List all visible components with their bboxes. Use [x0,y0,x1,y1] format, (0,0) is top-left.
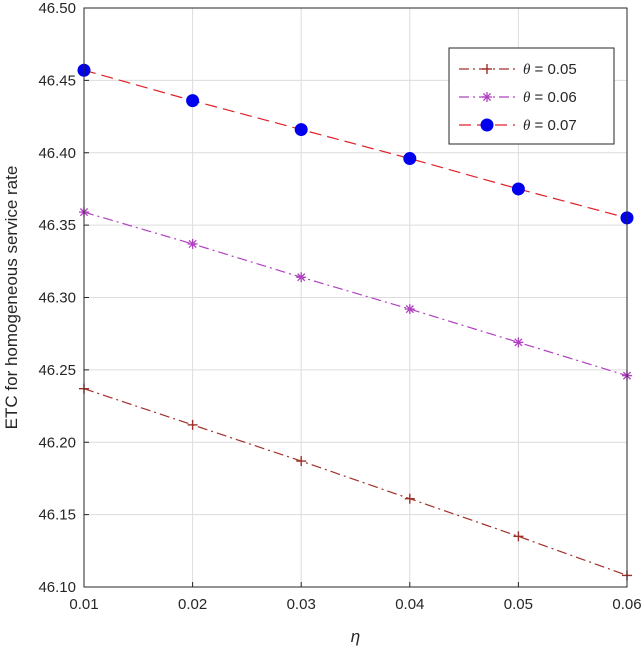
data-point-asterisk [513,337,524,348]
data-point-plus [187,419,198,430]
data-point-circle [403,152,417,166]
data-point-plus [404,493,415,504]
data-point-circle [480,118,494,132]
x-tick-label: 0.02 [178,596,207,613]
data-point-asterisk [296,272,307,283]
data-point-circle [511,182,525,196]
y-axis-label: ETC for homogeneous service rate [2,166,21,430]
data-point-asterisk [404,304,415,315]
x-tick-label: 0.05 [504,596,533,613]
legend-item: θ = 0.06 [459,89,577,106]
y-tick-label: 46.15 [38,507,76,524]
data-point-asterisk [187,238,198,249]
legend-value: = 0.06 [530,89,576,106]
legend-symbol: θ [523,118,531,134]
x-tick-label: 0.06 [612,596,641,613]
x-tick-label: 0.03 [287,596,316,613]
x-tick-label: 0.01 [69,596,98,613]
y-tick-label: 46.35 [38,217,76,234]
y-tick-label: 46.20 [38,434,76,451]
legend-item: θ = 0.05 [459,61,577,78]
data-point-circle [294,123,308,137]
x-tick-label: 0.04 [395,596,424,613]
y-tick-label: 46.25 [38,362,76,379]
data-point-plus [513,531,524,542]
legend-box [448,47,615,145]
series-line [83,211,628,377]
data-point-circle [186,94,200,108]
series-3 [77,63,634,225]
series-2 [79,207,632,381]
tick-labels: 0.01 0.02 0.03 0.04 0.05 0.06 46.10 46.15 46.20 4… [38,0,641,613]
y-tick-label: 46.30 [38,290,76,307]
legend-symbol: θ [523,62,531,78]
legend-value: = 0.05 [530,61,576,78]
series-line [83,69,628,219]
y-tick-label: 46.45 [38,72,76,89]
series-1 [79,383,632,581]
y-tick-label: 46.40 [38,145,76,162]
legend-item: θ = 0.07 [459,117,577,134]
legend-label: θ = 0.05 [523,61,577,78]
data-point-asterisk [482,92,492,102]
y-tick-label: 46.10 [38,579,76,596]
y-tick-label: 46.50 [38,0,76,17]
legend-value: = 0.07 [530,117,576,134]
legend-symbol: θ [523,90,531,106]
x-axis-label: η [351,627,360,646]
data-point-plus [296,456,307,467]
legend: θ = 0.05θ = 0.06θ = 0.07 [448,47,615,145]
legend-label: θ = 0.07 [523,117,577,134]
legend-label: θ = 0.06 [523,89,577,106]
data-point-plus [482,64,492,74]
series-layer [77,63,634,581]
series-line [83,388,628,576]
